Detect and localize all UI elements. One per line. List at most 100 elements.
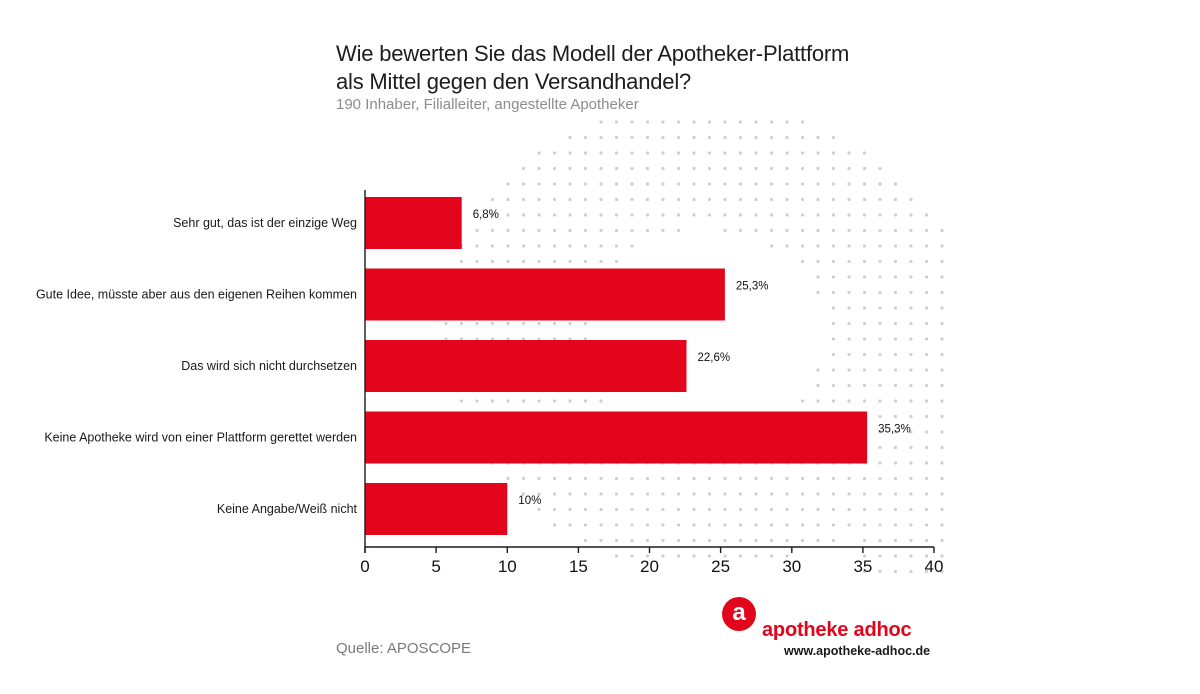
background-dot xyxy=(909,352,913,357)
background-dot xyxy=(738,182,743,186)
background-dot xyxy=(909,461,913,465)
background-dot xyxy=(738,507,743,512)
background-dot xyxy=(831,538,836,543)
background-dot xyxy=(940,352,944,357)
background-dot xyxy=(537,244,541,248)
background-dot xyxy=(816,197,820,202)
background-dot xyxy=(831,166,836,171)
background-dot xyxy=(800,523,805,527)
x-tick-label: 5 xyxy=(431,557,440,576)
background-dot xyxy=(738,213,743,217)
background-dot xyxy=(521,197,526,202)
background-dot xyxy=(878,414,882,419)
background-dot xyxy=(645,523,650,527)
background-dot xyxy=(754,120,758,124)
background-dot xyxy=(878,554,882,558)
background-dot xyxy=(614,151,619,155)
background-dot xyxy=(769,182,774,186)
background-dot xyxy=(847,321,851,326)
background-dot xyxy=(785,507,789,512)
background-dot xyxy=(893,476,898,481)
background-dot xyxy=(738,476,743,481)
background-dot xyxy=(599,135,603,140)
background-dot xyxy=(878,352,882,357)
background-dot xyxy=(878,321,882,326)
background-dot xyxy=(723,554,727,558)
background-dot xyxy=(661,197,665,202)
background-dot xyxy=(645,554,650,558)
background-dot xyxy=(630,228,634,233)
background-dot xyxy=(490,321,495,326)
background-dot xyxy=(707,166,712,171)
background-dot xyxy=(940,306,944,310)
background-dot xyxy=(490,197,495,202)
background-dot xyxy=(537,399,541,403)
background-dot xyxy=(568,399,572,403)
background-dot xyxy=(506,213,510,217)
background-dot xyxy=(723,135,727,140)
background-dot xyxy=(909,507,913,512)
background-dot xyxy=(909,554,913,558)
background-dot xyxy=(692,197,696,202)
background-dot xyxy=(816,213,820,217)
background-dot xyxy=(893,523,898,527)
x-tick-label: 15 xyxy=(569,557,588,576)
background-dot xyxy=(862,538,867,543)
background-dot xyxy=(583,259,588,264)
background-dot xyxy=(800,182,805,186)
background-dot xyxy=(661,213,665,217)
background-dot xyxy=(785,135,789,140)
background-dot xyxy=(785,244,789,248)
background-dot xyxy=(537,492,541,496)
value-label: 6,8% xyxy=(473,209,499,221)
background-dot xyxy=(893,306,898,310)
background-dot xyxy=(568,213,572,217)
background-dot xyxy=(847,337,851,341)
background-dot xyxy=(924,290,929,295)
background-dot xyxy=(909,290,913,295)
brand-name: apotheke adhoc xyxy=(762,619,912,641)
background-dot xyxy=(568,244,572,248)
bar xyxy=(365,340,687,392)
background-dot xyxy=(599,182,603,186)
background-dot xyxy=(924,523,929,527)
background-dot xyxy=(800,166,805,171)
background-dot xyxy=(521,337,526,341)
background-dot xyxy=(862,182,867,186)
background-dot xyxy=(583,337,588,341)
background-dot xyxy=(816,523,820,527)
background-dot xyxy=(831,275,836,279)
background-dot xyxy=(785,166,789,171)
background-dot xyxy=(583,538,588,543)
background-dot xyxy=(816,476,820,481)
background-dot xyxy=(878,476,882,481)
background-dot xyxy=(893,213,898,217)
background-dot xyxy=(878,290,882,295)
background-dot xyxy=(909,383,913,388)
background-dot xyxy=(490,399,495,403)
background-dot xyxy=(738,197,743,202)
background-dot xyxy=(738,523,743,527)
background-dot xyxy=(506,244,510,248)
background-dot xyxy=(924,213,929,217)
background-dot xyxy=(444,337,448,341)
background-dot xyxy=(893,290,898,295)
background-dot xyxy=(614,244,619,248)
background-dot xyxy=(568,507,572,512)
background-dot xyxy=(692,554,696,558)
background-dot xyxy=(707,476,712,481)
background-dot xyxy=(568,259,572,264)
background-dot xyxy=(645,538,650,543)
background-dot xyxy=(645,166,650,171)
background-dot xyxy=(506,476,510,481)
background-dot xyxy=(769,228,774,233)
background-dot xyxy=(490,213,495,217)
background-dot xyxy=(645,135,650,140)
background-dot xyxy=(738,166,743,171)
background-dot xyxy=(909,337,913,341)
background-dot xyxy=(785,538,789,543)
background-dot xyxy=(475,399,479,403)
background-dot xyxy=(816,166,820,171)
background-dot xyxy=(878,228,882,233)
background-dot xyxy=(769,244,774,248)
